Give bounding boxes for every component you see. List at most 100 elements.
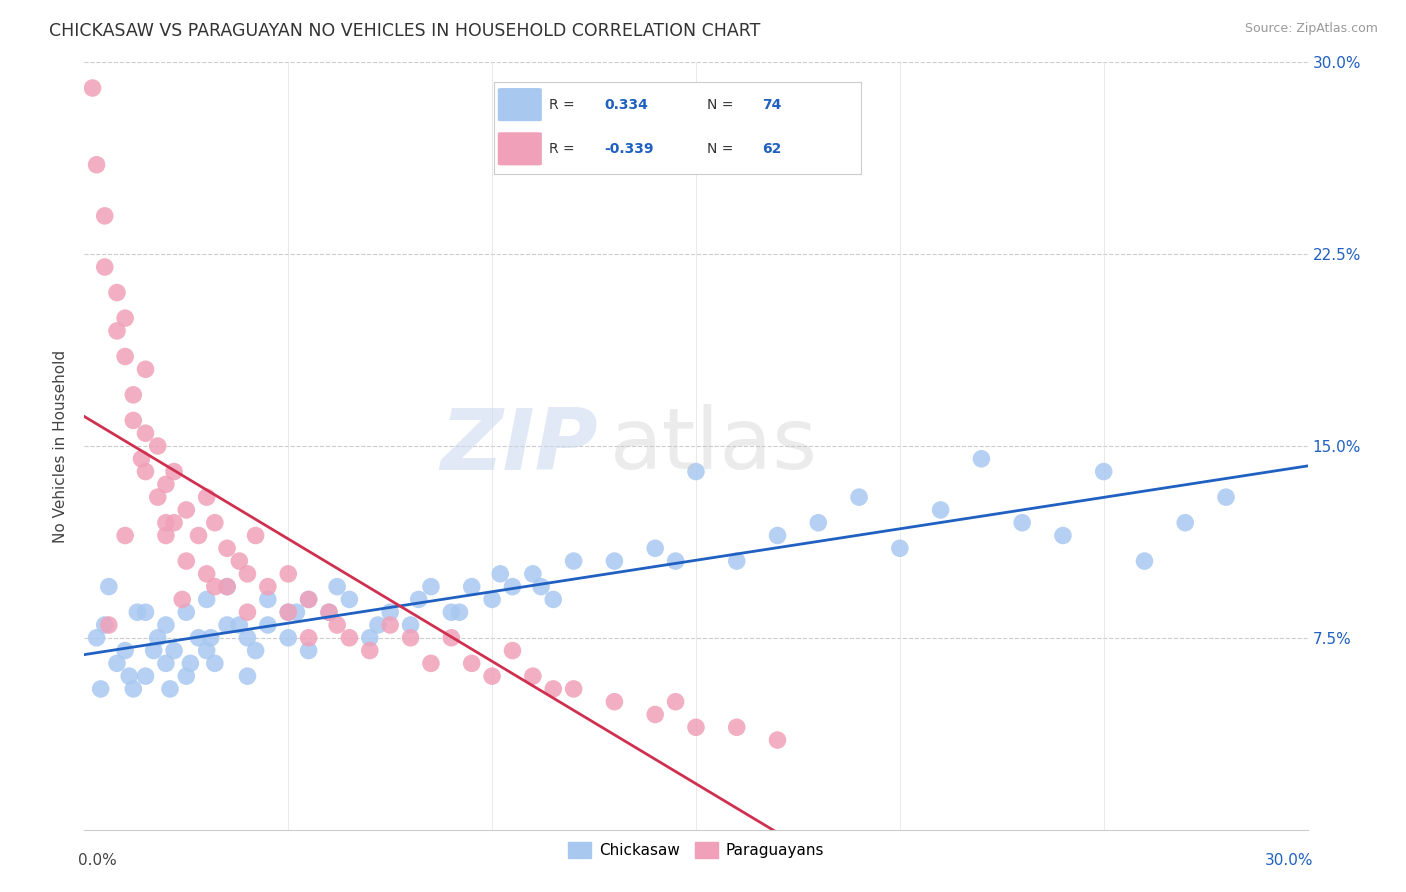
Point xyxy=(766,733,789,747)
Point xyxy=(204,580,226,594)
Point xyxy=(326,580,349,594)
Point xyxy=(142,643,165,657)
Point xyxy=(114,311,136,326)
Point xyxy=(603,695,626,709)
Point xyxy=(298,631,321,645)
Point xyxy=(543,681,565,696)
Point xyxy=(187,528,209,542)
Point xyxy=(90,681,112,696)
Point xyxy=(179,657,201,671)
Text: 0.0%: 0.0% xyxy=(79,853,117,868)
Point xyxy=(105,657,128,671)
Point xyxy=(97,580,120,594)
Point xyxy=(195,566,218,581)
Point xyxy=(562,681,585,696)
Point xyxy=(277,631,299,645)
Point xyxy=(93,209,115,223)
Point xyxy=(122,413,145,427)
Point xyxy=(118,669,141,683)
Point xyxy=(481,592,503,607)
Point xyxy=(187,631,209,645)
Point xyxy=(174,669,197,683)
Point xyxy=(174,554,197,568)
Point xyxy=(163,516,186,530)
Point xyxy=(530,580,553,594)
Point xyxy=(725,720,748,734)
Point xyxy=(195,592,218,607)
Point xyxy=(97,618,120,632)
Point xyxy=(195,490,218,504)
Point xyxy=(86,158,108,172)
Point xyxy=(155,528,177,542)
Point xyxy=(685,465,707,479)
Point xyxy=(766,528,789,542)
Point xyxy=(217,541,239,556)
Point xyxy=(86,631,108,645)
Point xyxy=(228,618,250,632)
Point xyxy=(236,631,259,645)
Point xyxy=(217,580,239,594)
Point xyxy=(135,362,157,376)
Point xyxy=(489,566,512,581)
Point xyxy=(326,618,349,632)
Point xyxy=(481,669,503,683)
Point xyxy=(277,566,299,581)
Point xyxy=(114,350,136,364)
Point xyxy=(298,592,321,607)
Point xyxy=(644,541,666,556)
Point xyxy=(725,554,748,568)
Point xyxy=(200,631,222,645)
Point xyxy=(114,528,136,542)
Point xyxy=(339,592,361,607)
Point xyxy=(146,490,169,504)
Point xyxy=(359,631,381,645)
Point xyxy=(298,643,321,657)
Point xyxy=(298,592,321,607)
Point xyxy=(929,503,952,517)
Point xyxy=(82,81,104,95)
Point xyxy=(163,643,186,657)
Point xyxy=(105,324,128,338)
Point xyxy=(204,516,226,530)
Point xyxy=(359,643,381,657)
Point xyxy=(257,592,280,607)
Point xyxy=(522,669,544,683)
Point xyxy=(1052,528,1074,542)
Point xyxy=(195,643,218,657)
Point xyxy=(1215,490,1237,504)
Point xyxy=(399,631,422,645)
Point xyxy=(1174,516,1197,530)
Point xyxy=(172,592,194,607)
Text: Source: ZipAtlas.com: Source: ZipAtlas.com xyxy=(1244,22,1378,36)
Point xyxy=(603,554,626,568)
Point xyxy=(1011,516,1033,530)
Point xyxy=(562,554,585,568)
Point xyxy=(408,592,430,607)
Point xyxy=(122,388,145,402)
Point xyxy=(440,631,463,645)
Point xyxy=(502,580,524,594)
Point xyxy=(93,618,115,632)
Point xyxy=(1133,554,1156,568)
Text: ZIP: ZIP xyxy=(440,404,598,488)
Point xyxy=(245,643,267,657)
Point xyxy=(236,566,259,581)
Point xyxy=(420,657,443,671)
Point xyxy=(236,669,259,683)
Point xyxy=(146,631,169,645)
Point xyxy=(155,618,177,632)
Point xyxy=(644,707,666,722)
Point xyxy=(155,477,177,491)
Point xyxy=(1092,465,1115,479)
Text: CHICKASAW VS PARAGUAYAN NO VEHICLES IN HOUSEHOLD CORRELATION CHART: CHICKASAW VS PARAGUAYAN NO VEHICLES IN H… xyxy=(49,22,761,40)
Point xyxy=(228,554,250,568)
Point xyxy=(217,618,239,632)
Point xyxy=(461,580,484,594)
Point xyxy=(970,451,993,466)
Point xyxy=(318,605,340,619)
Point xyxy=(163,465,186,479)
Point xyxy=(93,260,115,274)
Point xyxy=(380,618,402,632)
Point xyxy=(217,580,239,594)
Point xyxy=(285,605,308,619)
